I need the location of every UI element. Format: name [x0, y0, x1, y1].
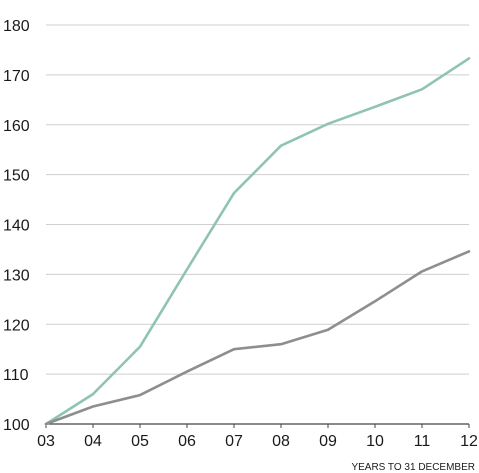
tick-labels: 100 110 120 130 140 150 160 170 180 03 04 05 06 07 08 0…: [3, 18, 478, 450]
x-tick-label-09: 09: [319, 433, 337, 450]
x-tick-label-07: 07: [225, 433, 243, 450]
x-tick-label-12: 12: [460, 433, 478, 450]
y-tick-label-140: 140: [3, 218, 30, 235]
y-tick-label-170: 170: [3, 68, 30, 85]
y-tick-label-160: 160: [3, 118, 30, 135]
x-tick-label-10: 10: [366, 433, 384, 450]
y-tick-label-120: 120: [3, 317, 30, 334]
series-line-2: [44, 250, 471, 426]
x-tick-label-11: 11: [414, 433, 431, 450]
x-tick-label-06: 06: [178, 433, 196, 450]
y-tick-label-150: 150: [3, 168, 30, 185]
y-tick-label-110: 110: [3, 367, 29, 384]
gridlines: [46, 24, 469, 375]
x-tick-label-04: 04: [84, 433, 102, 450]
series-lines: [44, 57, 471, 426]
x-tick-label-03: 03: [37, 433, 55, 450]
series-line-1: [44, 57, 471, 426]
y-tick-label-180: 180: [3, 18, 30, 35]
x-tick-label-05: 05: [131, 433, 149, 450]
y-tick-label-100: 100: [3, 417, 30, 434]
x-axis-label: YEARS TO 31 DECEMBER: [351, 462, 475, 473]
x-axis: [45, 423, 470, 428]
y-tick-label-130: 130: [3, 267, 30, 284]
x-tick-label-08: 08: [272, 433, 290, 450]
